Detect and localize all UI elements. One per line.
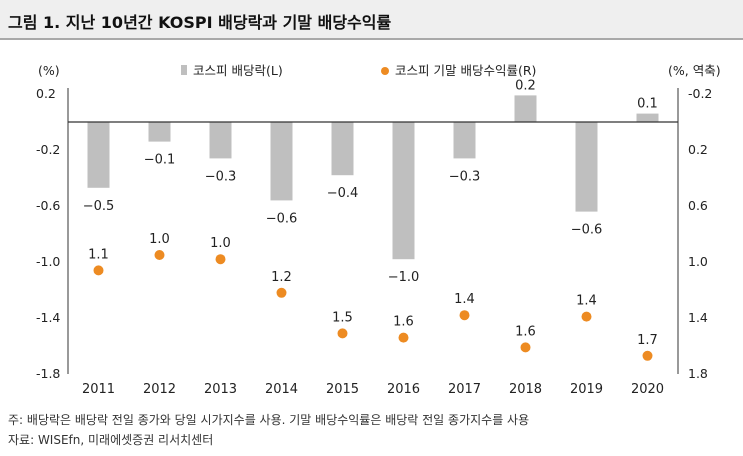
left-tick-label: 0.2 (36, 86, 56, 101)
left-tick-label: -1.0 (36, 254, 60, 269)
legend-dot-label: 코스피 기말 배당수익률(R) (395, 63, 536, 78)
x-tick-label: 2020 (631, 382, 664, 397)
footnote-source: 자료: WISEfn, 미래에셋증권 리서치센터 (8, 433, 214, 447)
point-data-label: 1.5 (332, 310, 353, 325)
bar-data-label: −0.3 (449, 169, 481, 184)
point-data-label: 1.4 (454, 292, 475, 307)
bar-data-label: 0.2 (515, 78, 536, 93)
x-tick-label: 2016 (387, 382, 420, 397)
bar-data-label: −1.0 (388, 270, 420, 285)
footnote-note: 주: 배당락은 배당락 전일 종가와 당일 시가지수를 사용. 기말 배당수익률… (8, 413, 530, 427)
right-tick-label: 1.4 (688, 310, 708, 325)
footnotes: 주: 배당락은 배당락 전일 종가와 당일 시가지수를 사용. 기말 배당수익률… (8, 410, 738, 450)
right-axis-unit: (%, 역축) (668, 63, 721, 78)
legend: 코스피 배당락(L) 코스피 기말 배당수익률(R) (181, 63, 536, 78)
plot-area: 0.2 -0.2 -0.6 -1.0 -1.4 -1.8 -0.2 0.2 0.6 1.0 1.4 1… (36, 78, 712, 397)
bar-data-label: −0.1 (144, 153, 176, 168)
right-tick-label: 0.2 (688, 142, 708, 157)
title-bar: 그림 1. 지난 10년간 KOSPI 배당락과 기말 배당수익률 (0, 0, 743, 40)
dividend-yield-point (520, 342, 531, 353)
x-tick-label: 2013 (204, 382, 237, 397)
legend-dot-swatch (381, 67, 389, 75)
dividend-yield-point (642, 350, 653, 361)
point-data-label: 1.6 (515, 324, 536, 339)
right-tick-label: -0.2 (688, 86, 712, 101)
bar-data-label: −0.3 (205, 169, 237, 184)
dividend-yield-point (276, 287, 287, 298)
point-data-label: 1.7 (637, 333, 658, 348)
dividend-yield-point (215, 254, 226, 265)
point-data-label: 1.1 (88, 247, 109, 262)
left-tick-label: -1.4 (36, 310, 60, 325)
left-axis-unit: (%) (38, 63, 60, 78)
dividend-drop-bar (575, 122, 598, 212)
dividend-yield-point (154, 250, 165, 260)
dividend-yield-point (459, 310, 470, 321)
bar-data-label: 0.1 (637, 97, 658, 112)
dividend-yield-point (581, 311, 592, 322)
dividend-drop-bar (87, 122, 110, 188)
legend-bar-swatch (181, 65, 187, 75)
right-tick-label: 0.6 (688, 198, 708, 213)
right-tick-label: 1.8 (688, 366, 708, 381)
bar-data-label: −0.6 (266, 211, 298, 226)
point-data-label: 1.0 (210, 236, 231, 251)
bar-data-label: −0.4 (327, 186, 359, 201)
x-tick-label: 2012 (143, 382, 176, 397)
dividend-drop-bar (331, 122, 354, 176)
bar-data-label: −0.5 (83, 199, 115, 214)
dividend-drop-bar (270, 122, 293, 201)
figure-title: 그림 1. 지난 10년간 KOSPI 배당락과 기말 배당수익률 (8, 13, 392, 32)
left-tick-label: -0.2 (36, 142, 60, 157)
dividend-drop-bar (453, 122, 476, 159)
bar-data-label: −0.6 (571, 223, 603, 238)
point-data-label: 1.2 (271, 270, 292, 285)
left-tick-label: -0.6 (36, 198, 60, 213)
right-tick-label: 1.0 (688, 254, 708, 269)
dividend-chart: 코스피 배당락(L) 코스피 기말 배당수익률(R) (%) (%, 역축) 0… (36, 63, 721, 397)
dividend-yield-point (398, 332, 409, 343)
left-tick-label: -1.8 (36, 366, 60, 381)
dividend-drop-bar (209, 122, 232, 159)
dividend-yield-point (93, 265, 104, 276)
dividend-drop-bar (514, 95, 537, 122)
dividend-drop-bar (148, 122, 171, 142)
x-tick-label: 2015 (326, 382, 359, 397)
x-tick-label: 2019 (570, 382, 603, 397)
point-data-label: 1.4 (576, 294, 597, 309)
legend-bar-label: 코스피 배당락(L) (193, 63, 283, 78)
dividend-drop-bar (392, 122, 415, 260)
dividend-drop-bar (636, 113, 659, 122)
x-tick-label: 2014 (265, 382, 298, 397)
dividend-yield-point (337, 328, 348, 339)
x-tick-label: 2018 (509, 382, 542, 397)
x-tick-label: 2011 (82, 382, 115, 397)
point-data-label: 1.6 (393, 315, 414, 330)
x-tick-label: 2017 (448, 382, 481, 397)
point-data-label: 1.0 (149, 232, 170, 247)
